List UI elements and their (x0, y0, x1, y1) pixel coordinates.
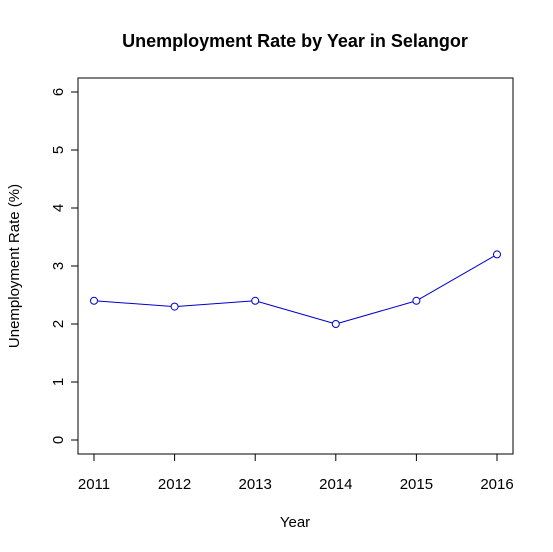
x-tick-label: 2013 (239, 476, 272, 493)
y-tick-label: 0 (50, 436, 67, 444)
y-tick-label: 2 (50, 320, 67, 328)
chart-title: Unemployment Rate by Year in Selangor (122, 31, 468, 51)
y-tick-label: 4 (50, 204, 67, 212)
y-axis: 0 1 2 3 4 5 6 (50, 88, 78, 444)
x-tick-label: 2012 (158, 476, 191, 493)
data-point (493, 250, 501, 259)
data-point (170, 302, 179, 311)
series-line-segment (178, 300, 252, 307)
x-axis: 2011 2012 2013 2014 2015 2016 (78, 454, 514, 493)
series-line-segment (97, 300, 172, 307)
y-tick-label: 6 (50, 88, 67, 96)
data-point (412, 296, 421, 305)
series-line-segment (419, 255, 495, 300)
plot-frame (77, 77, 514, 455)
series-line-segment (258, 301, 333, 324)
series-line-segment (339, 301, 414, 324)
x-tick-label: 2011 (78, 476, 110, 493)
y-axis-label: Unemployment Rate (%) (6, 184, 23, 348)
x-tick-label: 2015 (400, 476, 433, 493)
y-tick-label: 5 (50, 146, 67, 154)
series-layer (90, 250, 501, 328)
x-axis-label: Year (280, 514, 310, 531)
x-tick-label: 2014 (319, 476, 352, 493)
y-tick-label: 1 (50, 378, 67, 386)
y-tick-label: 3 (50, 262, 67, 270)
data-point (90, 296, 98, 305)
data-point (331, 320, 340, 328)
x-tick-label: 2016 (480, 476, 513, 493)
data-point (251, 296, 260, 305)
